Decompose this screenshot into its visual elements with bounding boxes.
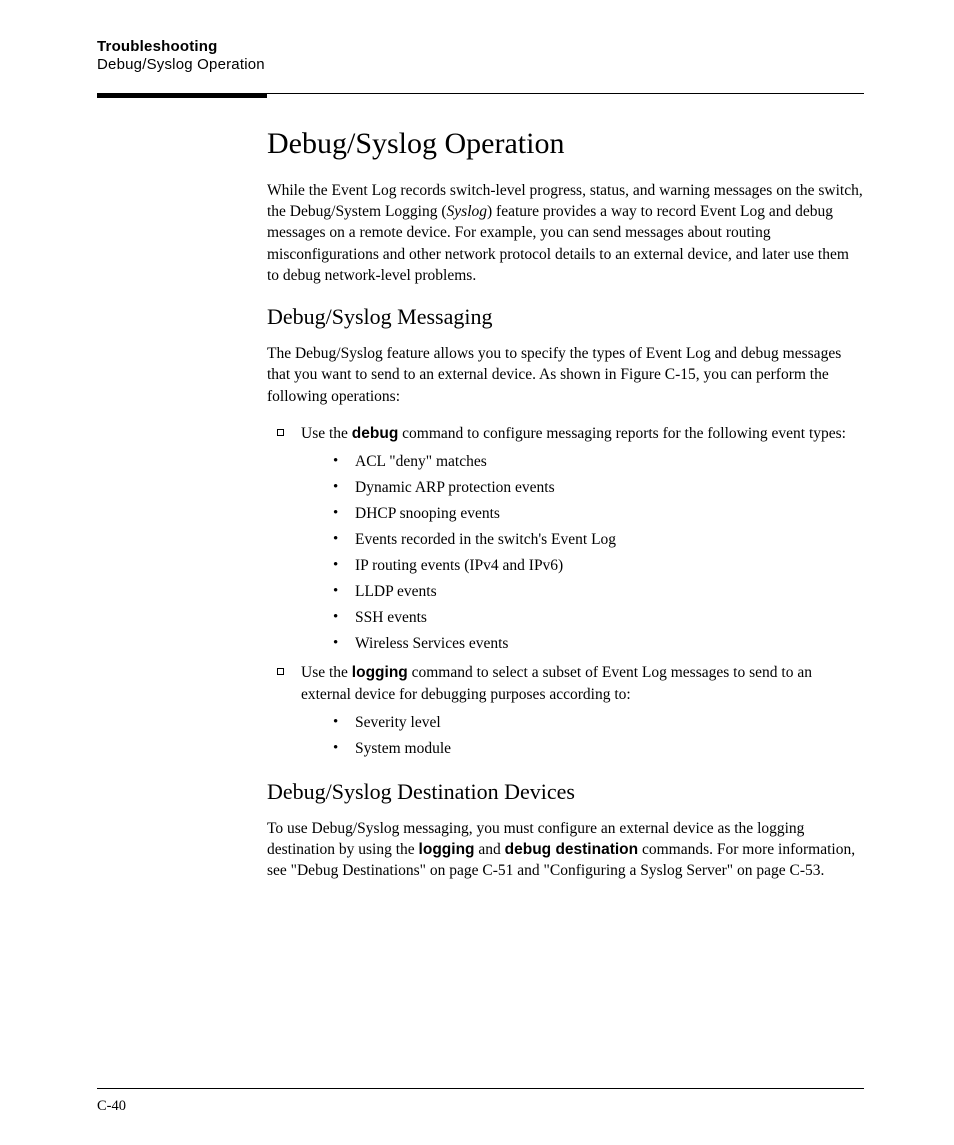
bullet-item: ACL "deny" matches bbox=[329, 450, 864, 474]
messaging-intro: The Debug/Syslog feature allows you to s… bbox=[267, 343, 864, 407]
running-header: Troubleshooting Debug/Syslog Operation bbox=[97, 38, 864, 73]
square-list: Use the debug command to configure messa… bbox=[267, 423, 864, 761]
page-title: Debug/Syslog Operation bbox=[267, 127, 864, 162]
bullet-item: Severity level bbox=[329, 711, 864, 735]
bold-logging: logging bbox=[352, 664, 408, 681]
bullet-list-1: ACL "deny" matches Dynamic ARP protectio… bbox=[329, 450, 864, 656]
bullet-item: DHCP snooping events bbox=[329, 502, 864, 526]
text: command to configure messaging reports f… bbox=[398, 425, 846, 442]
bold-debug-destination: debug destination bbox=[505, 841, 638, 858]
rule-thick bbox=[97, 93, 267, 98]
destination-paragraph: To use Debug/Syslog messaging, you must … bbox=[267, 818, 864, 882]
bullet-list-2: Severity level System module bbox=[329, 711, 864, 761]
heading-destination: Debug/Syslog Destination Devices bbox=[267, 779, 864, 805]
content-column: Debug/Syslog Operation While the Event L… bbox=[97, 111, 864, 882]
page-footer: C-40 bbox=[97, 1088, 864, 1115]
text: Use the bbox=[301, 425, 352, 442]
page-number: C-40 bbox=[97, 1098, 864, 1115]
square-item-logging: Use the logging command to select a subs… bbox=[267, 662, 864, 761]
bullet-item: Wireless Services events bbox=[329, 632, 864, 656]
bullet-item: IP routing events (IPv4 and IPv6) bbox=[329, 554, 864, 578]
bold-logging: logging bbox=[419, 841, 475, 858]
intro-italic: Syslog bbox=[447, 203, 487, 220]
bullet-item: SSH events bbox=[329, 606, 864, 630]
bullet-item: LLDP events bbox=[329, 580, 864, 604]
page: Troubleshooting Debug/Syslog Operation D… bbox=[0, 0, 954, 1145]
bold-debug: debug bbox=[352, 425, 399, 442]
header-section: Debug/Syslog Operation bbox=[97, 56, 864, 73]
footer-rule bbox=[97, 1088, 864, 1090]
bullet-item: Events recorded in the switch's Event Lo… bbox=[329, 528, 864, 552]
square-item-debug: Use the debug command to configure messa… bbox=[267, 423, 864, 657]
heading-messaging: Debug/Syslog Messaging bbox=[267, 304, 864, 330]
header-chapter: Troubleshooting bbox=[97, 38, 864, 55]
text: and bbox=[475, 841, 505, 858]
bullet-item: Dynamic ARP protection events bbox=[329, 476, 864, 500]
section-rule bbox=[97, 93, 864, 111]
bullet-item: System module bbox=[329, 737, 864, 761]
intro-paragraph: While the Event Log records switch-level… bbox=[267, 180, 864, 287]
text: Use the bbox=[301, 664, 352, 681]
rule-thin bbox=[267, 93, 864, 95]
